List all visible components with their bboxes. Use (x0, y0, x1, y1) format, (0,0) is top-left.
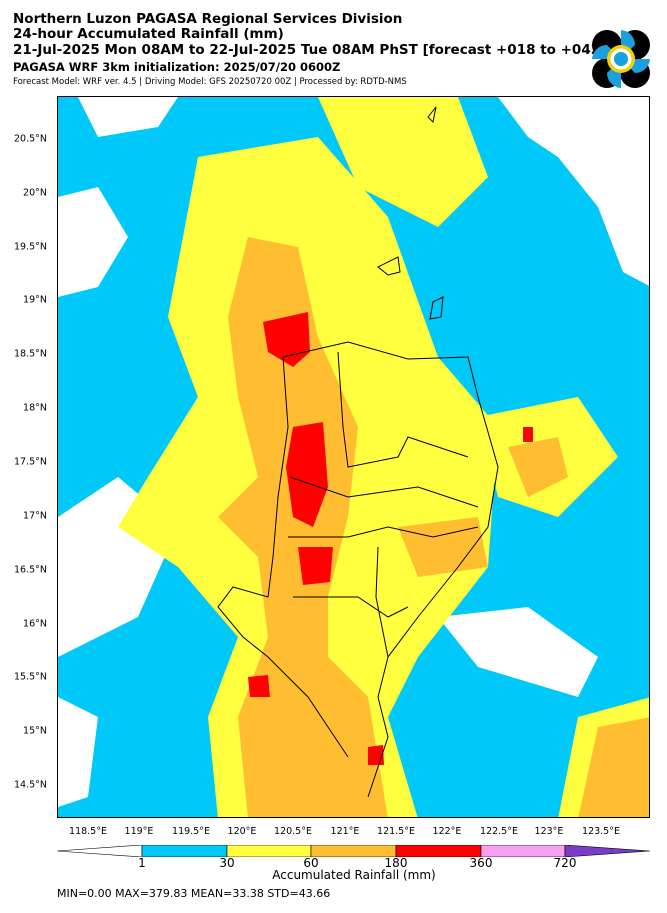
lat-label: 17.5°N (13, 456, 47, 468)
island-batanes (427, 106, 437, 124)
colorbar-segment (395, 845, 482, 857)
colorbar-tick-label: 60 (303, 856, 319, 870)
rain-heavy-sea (523, 427, 533, 442)
lat-label: 15.5°N (13, 671, 47, 683)
lat-label: 20°N (23, 187, 47, 199)
colorbar-tick-label: 30 (219, 856, 235, 870)
lon-label: 119°E (124, 826, 154, 837)
lon-label: 121°E (330, 826, 360, 837)
lon-label: 123°E (534, 826, 564, 837)
rainfall-statistics: MIN=0.00 MAX=379.83 MEAN=33.38 STD=43.66 (57, 887, 331, 900)
rain-moderate-core (218, 237, 388, 817)
lon-label: 121.5°E (377, 826, 415, 837)
colorbar-tick-label: 360 (469, 856, 493, 870)
lat-label: 18°N (23, 402, 47, 414)
lat-label: 16°N (23, 618, 47, 630)
dry-area-n (78, 97, 178, 137)
lon-label: 120.5°E (274, 826, 312, 837)
rain-moderate-east (508, 437, 568, 497)
map-credits: Forecast Model: WRF ver. 4.5 | Driving M… (13, 77, 407, 87)
rain-heavy-pangasinan (248, 675, 270, 697)
lon-label: 122.5°E (480, 826, 518, 837)
colorbar-tick-label: 1 (138, 856, 146, 870)
dry-area-e (438, 607, 598, 697)
lon-label: 123.5°E (582, 826, 620, 837)
lon-label: 118.5°E (69, 826, 107, 837)
rainfall-map (57, 96, 650, 818)
admin-boundaries (217, 106, 499, 798)
lon-label: 119.5°E (172, 826, 210, 837)
map-title-product: 24-hour Accumulated Rainfall (mm) (13, 26, 284, 42)
luzon-west-coast (217, 356, 349, 758)
colorbar-tick-label: 720 (553, 856, 577, 870)
colorbar-tick-label: 180 (384, 856, 408, 870)
colorbar-segment (480, 845, 566, 857)
pagasa-logo (592, 30, 650, 88)
dry-area-ne (498, 97, 649, 286)
province-line-1 (337, 351, 469, 468)
colorbar-segment (57, 845, 143, 857)
rain-moderate (218, 237, 649, 817)
map-title-validity: 21-Jul-2025 Mon 08AM to 22-Jul-2025 Tue … (13, 42, 607, 58)
lat-label: 20.5°N (13, 133, 47, 145)
lat-label: 18.5°N (13, 348, 47, 360)
colorbar (57, 845, 650, 857)
colorbar-segment (564, 845, 650, 857)
rain-heavy-benguet (298, 547, 333, 585)
lat-label: 14.5°N (13, 779, 47, 791)
colorbar-title: Accumulated Rainfall (mm) (272, 868, 436, 882)
dry-area-nw (58, 187, 128, 297)
lon-label: 122°E (432, 826, 462, 837)
rain-moderate-east2 (398, 517, 488, 577)
lat-label: 16.5°N (13, 564, 47, 576)
lat-label: 19.5°N (13, 241, 47, 253)
map-title-region: Northern Luzon PAGASA Regional Services … (13, 11, 403, 27)
lat-label: 17°N (23, 510, 47, 522)
rain-moderate-se (578, 717, 649, 817)
colorbar-segment (141, 845, 228, 857)
map-subtitle-model: PAGASA WRF 3km initialization: 2025/07/2… (13, 60, 341, 74)
province-line-3 (288, 526, 479, 538)
rainfall-map-canvas (58, 97, 649, 817)
lat-label: 15°N (23, 725, 47, 737)
island-babuyan (377, 256, 401, 276)
island-calayan (429, 296, 444, 320)
rain-heavy-cordillera (286, 422, 328, 527)
colorbar-segment (310, 845, 397, 857)
rain-heavy (248, 312, 533, 765)
rain-light-north (318, 97, 488, 227)
province-line-2 (289, 476, 479, 508)
lon-label: 120°E (227, 826, 257, 837)
lat-label: 19°N (23, 294, 47, 306)
colorbar-segment (226, 845, 312, 857)
dry-areas (58, 97, 649, 807)
luzon-coastline (282, 341, 499, 798)
province-line-5 (375, 546, 389, 658)
province-line-4 (293, 596, 409, 618)
dry-area-sw (58, 697, 98, 807)
